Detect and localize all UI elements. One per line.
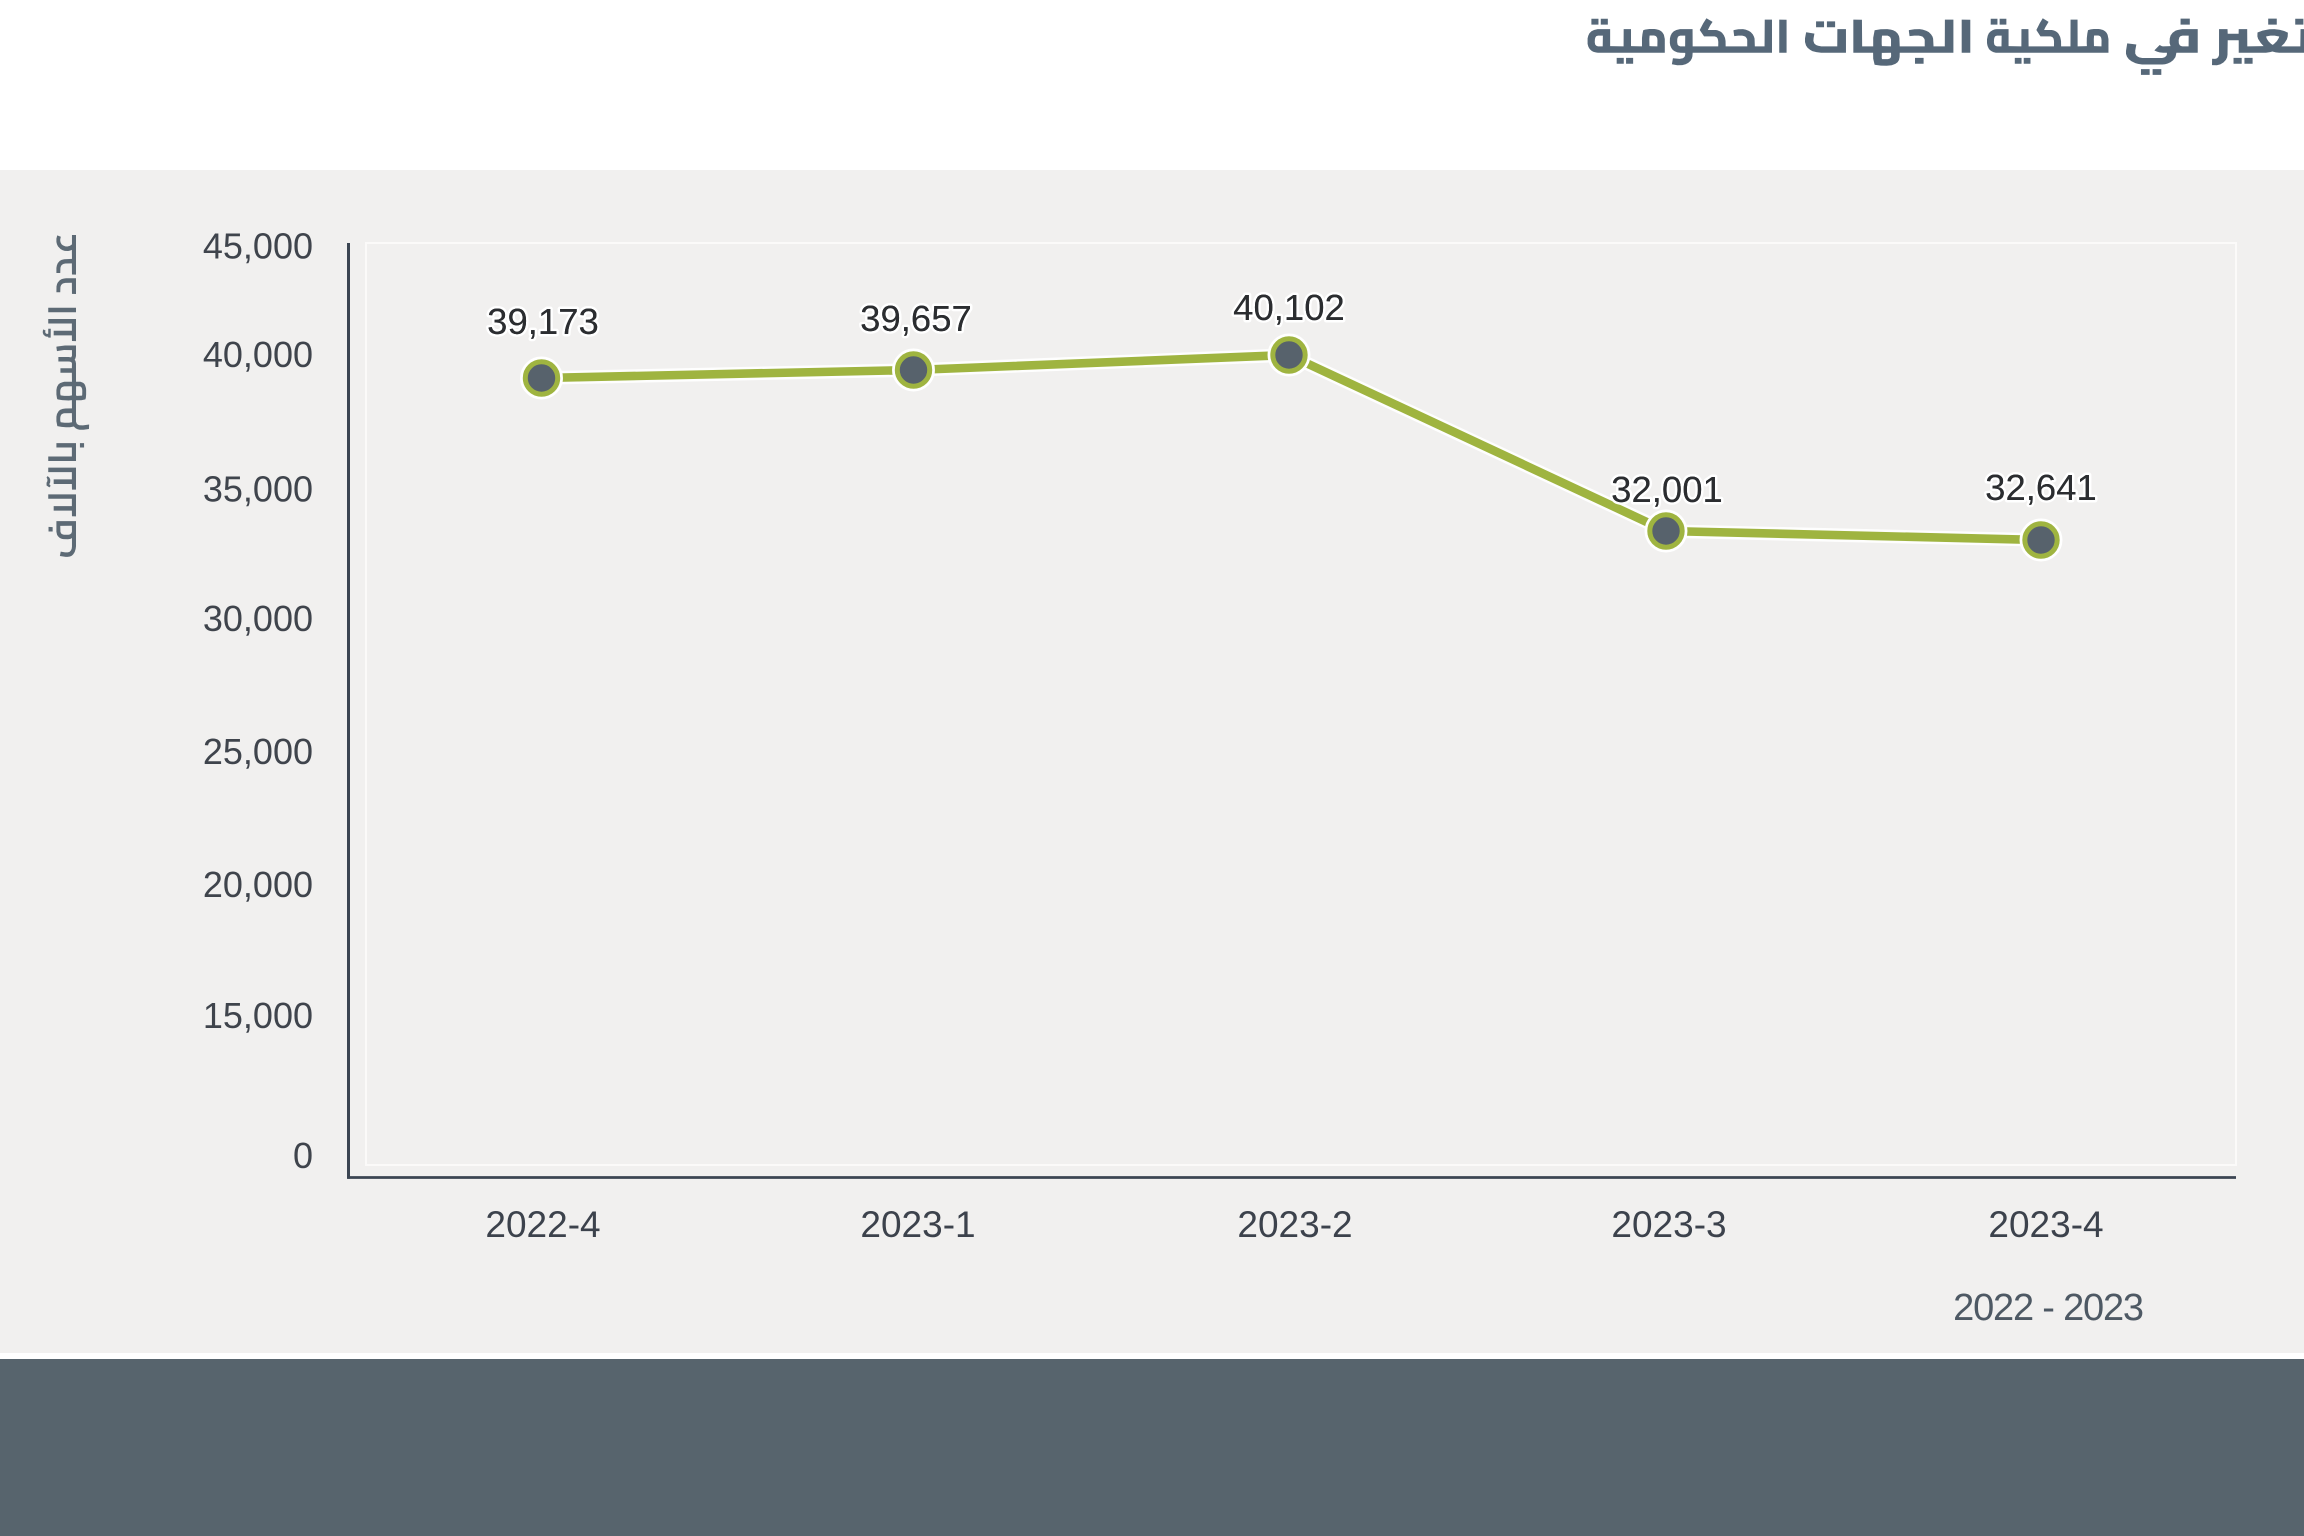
svg-text:39,657: 39,657 xyxy=(860,298,972,339)
svg-text:35,000: 35,000 xyxy=(203,469,313,510)
svg-text:30,000: 30,000 xyxy=(203,598,313,639)
svg-text:40,102: 40,102 xyxy=(1233,287,1345,328)
svg-text:2023-1: 2023-1 xyxy=(860,1204,975,1245)
svg-text:32,641: 32,641 xyxy=(1985,467,2097,508)
svg-text:0: 0 xyxy=(293,1135,313,1176)
svg-text:15,000: 15,000 xyxy=(203,995,313,1036)
svg-text:25,000: 25,000 xyxy=(203,731,313,772)
svg-text:40,102: 40,102 xyxy=(1233,287,1345,328)
svg-text:2022 - 2023: 2022 - 2023 xyxy=(1953,1287,2143,1329)
svg-text:39,173: 39,173 xyxy=(487,301,599,342)
svg-text:45,000: 45,000 xyxy=(203,226,313,267)
svg-text:2023-4: 2023-4 xyxy=(1988,1204,2103,1245)
svg-text:39,657: 39,657 xyxy=(860,298,972,339)
svg-text:2022-4: 2022-4 xyxy=(485,1204,600,1245)
svg-text:32,641: 32,641 xyxy=(1985,467,2097,508)
svg-text:40,000: 40,000 xyxy=(203,334,313,375)
svg-text:39,173: 39,173 xyxy=(487,301,599,342)
svg-text:32,001: 32,001 xyxy=(1611,469,1723,510)
svg-text:2023-2: 2023-2 xyxy=(1237,1204,1352,1245)
svg-text:2023-3: 2023-3 xyxy=(1611,1204,1726,1245)
svg-text:20,000: 20,000 xyxy=(203,864,313,905)
svg-text:32,001: 32,001 xyxy=(1611,469,1723,510)
